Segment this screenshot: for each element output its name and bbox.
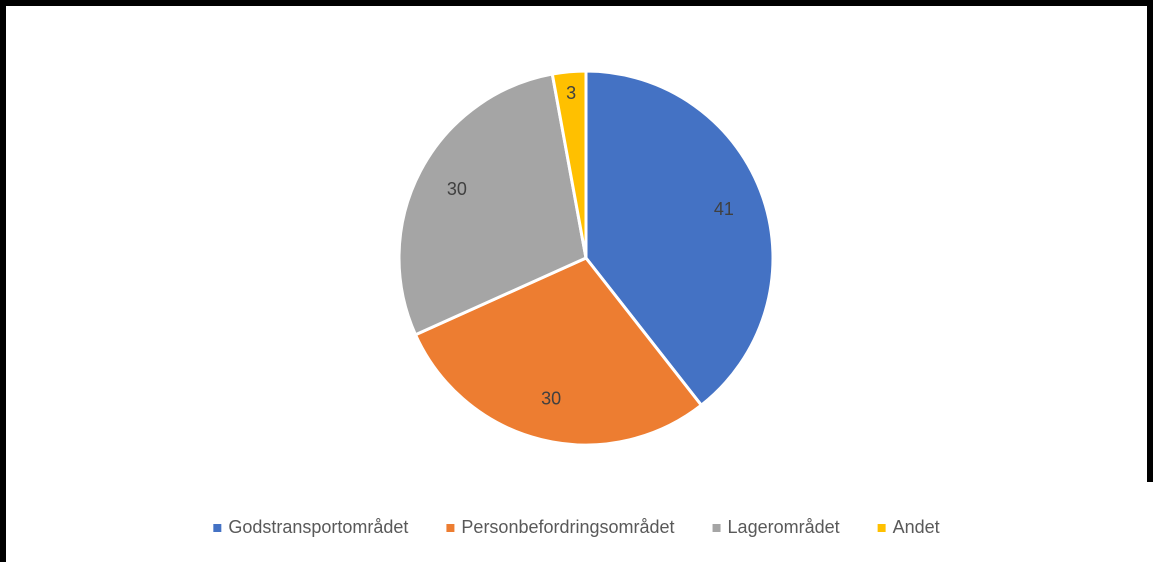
data-label: 3 <box>566 83 576 103</box>
legend-marker <box>446 524 455 532</box>
data-label: 41 <box>714 199 734 219</box>
legend-label: Godstransportområdet <box>228 517 408 537</box>
pie-slice <box>413 256 704 447</box>
data-label: 30 <box>541 388 561 408</box>
legend-marker <box>712 524 721 532</box>
legend-label: Andet <box>893 517 940 537</box>
pie-slice <box>584 69 775 408</box>
legend: Godstransportområdet Personbefordringsomr… <box>213 517 940 537</box>
data-label: 30 <box>447 179 467 199</box>
pie-slice <box>550 69 588 259</box>
legend-marker <box>877 524 886 532</box>
legend-label: Personbefordringsområdet <box>461 517 674 537</box>
legend-label: Lagerområdet <box>728 517 840 537</box>
pie-slice <box>397 72 588 337</box>
legend-marker <box>213 524 222 532</box>
